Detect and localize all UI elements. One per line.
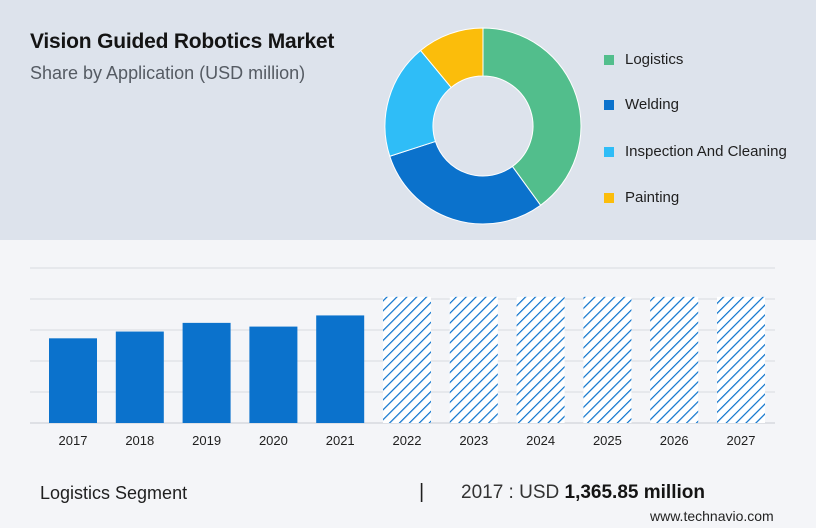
x-tick-label-2017: 2017: [59, 433, 88, 448]
bar-2023-forecast: [449, 296, 498, 423]
brand-url: www.technavio.com: [650, 508, 774, 524]
footer-highlight-value: 1,365.85 million: [564, 482, 705, 503]
chart-title: Vision Guided Robotics Market: [30, 30, 335, 53]
legend-swatch-painting: [604, 193, 614, 203]
x-tick-label-2022: 2022: [393, 433, 422, 448]
chart-subtitle: Share by Application (USD million): [30, 63, 306, 83]
legend-swatch-welding: [604, 100, 614, 110]
bar-2026-forecast: [650, 296, 699, 423]
bar-2018: [115, 331, 164, 423]
donut-slice-welding: [389, 140, 542, 225]
legend-label-inspection-and-cleaning: Inspection And Cleaning: [625, 143, 787, 160]
legend-label-logistics: Logistics: [625, 51, 684, 68]
x-tick-label-2021: 2021: [326, 433, 355, 448]
bar-2022-forecast: [383, 296, 431, 423]
x-tick-label-2018: 2018: [125, 433, 154, 448]
donut-slice-painting: [419, 27, 484, 89]
bar-2017: [49, 338, 97, 423]
bar-2027-forecast: [717, 296, 765, 423]
footer-value: 2017 : USD 1,365.85 million: [461, 482, 705, 504]
legend-swatch-inspection-and-cleaning: [604, 147, 614, 157]
x-tick-label-2025: 2025: [593, 433, 622, 448]
legend-label-painting: Painting: [625, 189, 680, 206]
x-tick-label-2026: 2026: [660, 433, 689, 448]
x-tick-label-2020: 2020: [259, 433, 288, 448]
legend-label-welding: Welding: [625, 96, 679, 113]
x-tick-label-2027: 2027: [727, 433, 756, 448]
bar-2019: [182, 322, 231, 423]
x-tick-label-2023: 2023: [459, 433, 488, 448]
legend-swatch-logistics: [604, 55, 614, 65]
x-tick-label-2024: 2024: [526, 433, 555, 448]
footer-segment-label: Logistics Segment: [40, 483, 188, 503]
donut-chart: [384, 27, 582, 225]
footer-year-prefix: 2017 : USD: [461, 482, 565, 503]
footer-divider: |: [419, 481, 425, 503]
bar-2025-forecast: [583, 296, 632, 423]
bar-chart: 2017 2018 2019 2020 2021 2022 2023 2024 2025 2026…: [30, 267, 775, 448]
bar-2020: [249, 326, 298, 423]
x-tick-label-2019: 2019: [192, 433, 221, 448]
bar-2024-forecast: [516, 296, 565, 423]
donut-slice-logistics: [482, 27, 582, 206]
bar-2021: [316, 315, 365, 423]
